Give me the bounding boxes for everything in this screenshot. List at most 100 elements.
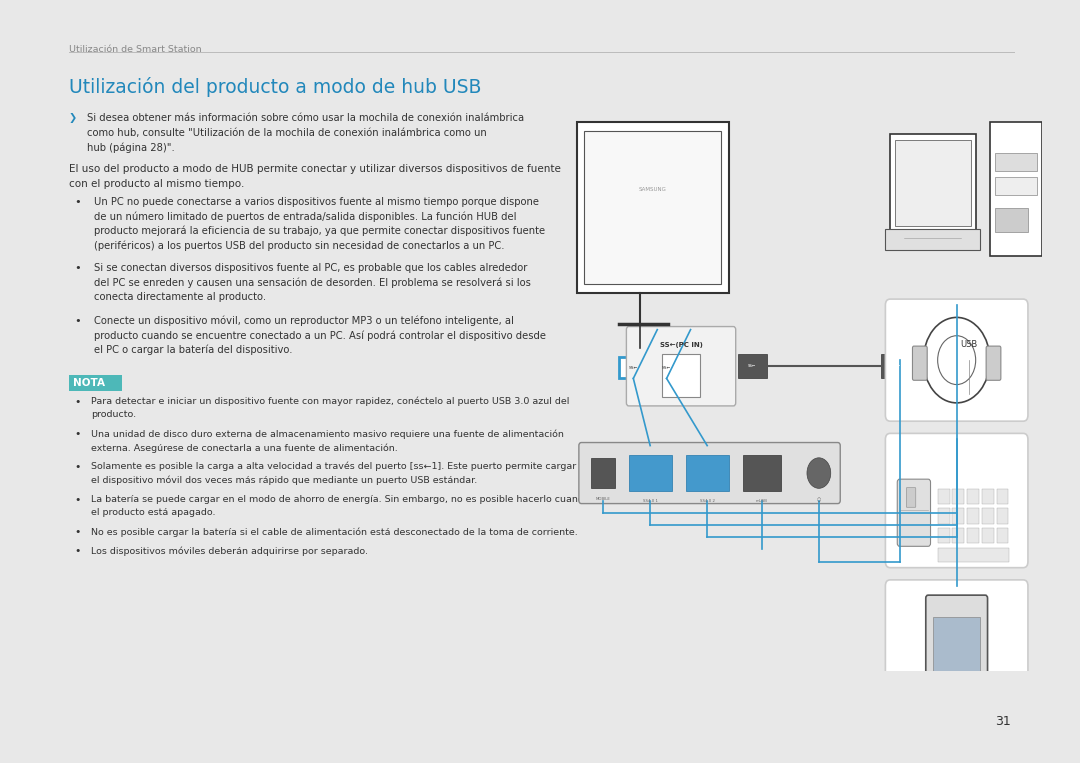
FancyBboxPatch shape	[897, 479, 931, 546]
FancyBboxPatch shape	[953, 508, 964, 523]
FancyBboxPatch shape	[886, 580, 1028, 696]
Text: conecta directamente al producto.: conecta directamente al producto.	[94, 292, 267, 302]
Text: SS4.0 1: SS4.0 1	[643, 499, 658, 504]
FancyBboxPatch shape	[906, 488, 916, 507]
Text: SAMSUNG: SAMSUNG	[638, 187, 666, 192]
FancyBboxPatch shape	[990, 122, 1042, 256]
Text: como hub, consulte "Utilización de la mochila de conexión inalámbrica como un: como hub, consulte "Utilización de la mo…	[87, 127, 487, 138]
Text: Utilización de Smart Station: Utilización de Smart Station	[69, 45, 202, 54]
Text: Solamente es posible la carga a alta velocidad a través del puerto [ss←1]. Este : Solamente es posible la carga a alta vel…	[92, 462, 577, 472]
Text: El uso del producto a modo de HUB permite conectar y utilizar diversos dispositi: El uso del producto a modo de HUB permit…	[69, 164, 561, 174]
Circle shape	[807, 458, 831, 488]
FancyBboxPatch shape	[914, 327, 1023, 406]
Text: Los dispositivos móviles deberán adquirirse por separado.: Los dispositivos móviles deberán adquiri…	[92, 546, 368, 555]
Text: el PC o cargar la batería del dispositivo.: el PC o cargar la batería del dispositiv…	[94, 345, 293, 355]
FancyBboxPatch shape	[945, 360, 993, 394]
Text: mUSB: mUSB	[756, 499, 768, 504]
FancyBboxPatch shape	[880, 354, 914, 378]
Text: SS←: SS←	[893, 364, 902, 369]
Text: Si desea obtener más información sobre cómo usar la mochila de conexión inalámbr: Si desea obtener más información sobre c…	[87, 114, 525, 124]
Text: el dispositivo móvil dos veces más rápido que mediante un puerto USB estándar.: el dispositivo móvil dos veces más rápid…	[92, 476, 477, 485]
FancyBboxPatch shape	[986, 346, 1001, 380]
Text: •: •	[75, 430, 80, 439]
Text: Conecte un dispositivo móvil, como un reproductor MP3 o un teléfono inteligente,: Conecte un dispositivo móvil, como un re…	[94, 316, 514, 326]
FancyBboxPatch shape	[890, 134, 975, 232]
FancyBboxPatch shape	[937, 508, 949, 523]
FancyBboxPatch shape	[967, 528, 978, 543]
Text: Si se conectan diversos dispositivos fuente al PC, es probable que los cables al: Si se conectan diversos dispositivos fue…	[94, 263, 528, 273]
Text: Utilización del producto a modo de hub USB: Utilización del producto a modo de hub U…	[69, 77, 482, 97]
Text: SS4.0 2: SS4.0 2	[700, 499, 715, 504]
FancyBboxPatch shape	[953, 489, 964, 504]
FancyBboxPatch shape	[577, 122, 729, 293]
Text: el producto está apagado.: el producto está apagado.	[92, 508, 216, 517]
FancyBboxPatch shape	[69, 375, 122, 391]
Text: •: •	[75, 197, 81, 207]
FancyBboxPatch shape	[995, 153, 1038, 171]
FancyBboxPatch shape	[967, 489, 978, 504]
FancyBboxPatch shape	[652, 357, 680, 378]
FancyBboxPatch shape	[591, 458, 615, 488]
FancyBboxPatch shape	[626, 327, 735, 406]
Text: SS←(PC IN): SS←(PC IN)	[660, 342, 702, 348]
FancyBboxPatch shape	[579, 443, 840, 504]
Text: Una unidad de disco duro externa de almacenamiento masivo requiere una fuente de: Una unidad de disco duro externa de alma…	[92, 430, 564, 439]
Text: La batería se puede cargar en el modo de ahorro de energía. Sin embargo, no es p: La batería se puede cargar en el modo de…	[92, 494, 590, 504]
Text: producto cuando se encuentre conectado a un PC. Así podrá controlar el dispositi: producto cuando se encuentre conectado a…	[94, 330, 546, 340]
Text: producto mejorará la eficiencia de su trabajo, ya que permite conectar dispositi: producto mejorará la eficiencia de su tr…	[94, 226, 545, 237]
Text: •: •	[75, 263, 81, 273]
Text: del PC se enreden y causen una sensación de desorden. El problema se resolverá s: del PC se enreden y causen una sensación…	[94, 278, 531, 288]
FancyBboxPatch shape	[583, 131, 721, 284]
FancyBboxPatch shape	[967, 508, 978, 523]
FancyBboxPatch shape	[997, 489, 1009, 504]
Circle shape	[955, 674, 959, 681]
Text: •: •	[75, 494, 80, 504]
FancyBboxPatch shape	[662, 354, 700, 397]
FancyBboxPatch shape	[686, 455, 729, 491]
FancyBboxPatch shape	[743, 455, 781, 491]
FancyBboxPatch shape	[913, 346, 928, 380]
Text: ❯: ❯	[69, 114, 77, 124]
FancyBboxPatch shape	[995, 177, 1038, 195]
Text: SS←: SS←	[629, 365, 638, 370]
Text: MOBILE: MOBILE	[595, 497, 610, 501]
FancyBboxPatch shape	[926, 595, 987, 687]
Text: •: •	[75, 316, 81, 326]
FancyBboxPatch shape	[629, 455, 672, 491]
FancyBboxPatch shape	[982, 508, 994, 523]
Text: ○: ○	[816, 497, 821, 503]
Text: hub (página 28)".: hub (página 28)".	[87, 143, 175, 153]
Text: No es posible cargar la batería si el cable de alimentación está desconectado de: No es posible cargar la batería si el ca…	[92, 527, 578, 536]
FancyBboxPatch shape	[995, 208, 1028, 232]
FancyBboxPatch shape	[895, 140, 971, 226]
Text: con el producto al mismo tiempo.: con el producto al mismo tiempo.	[69, 179, 244, 188]
FancyBboxPatch shape	[738, 354, 767, 378]
Text: •: •	[75, 397, 80, 407]
FancyBboxPatch shape	[886, 433, 1028, 568]
FancyBboxPatch shape	[953, 528, 964, 543]
Text: (periféricos) a los puertos USB del producto sin necesidad de conectarlos a un P: (periféricos) a los puertos USB del prod…	[94, 240, 505, 251]
Text: USB: USB	[960, 340, 977, 349]
FancyBboxPatch shape	[997, 508, 1009, 523]
Text: SS←: SS←	[662, 365, 671, 370]
Text: •: •	[75, 462, 80, 472]
Text: •: •	[75, 546, 80, 556]
Text: Un PC no puede conectarse a varios dispositivos fuente al mismo tiempo porque di: Un PC no puede conectarse a varios dispo…	[94, 197, 540, 207]
FancyBboxPatch shape	[982, 489, 994, 504]
FancyBboxPatch shape	[997, 528, 1009, 543]
Text: externa. Asegúrese de conectarla a una fuente de alimentación.: externa. Asegúrese de conectarla a una f…	[92, 443, 399, 452]
FancyBboxPatch shape	[982, 528, 994, 543]
Text: Para detectar e iniciar un dispositivo fuente con mayor rapidez, conéctelo al pu: Para detectar e iniciar un dispositivo f…	[92, 397, 570, 406]
Text: de un número limitado de puertos de entrada/salida disponibles. La función HUB d: de un número limitado de puertos de entr…	[94, 211, 517, 222]
FancyBboxPatch shape	[619, 357, 648, 378]
FancyBboxPatch shape	[937, 548, 1009, 562]
FancyBboxPatch shape	[886, 229, 981, 250]
FancyBboxPatch shape	[933, 617, 981, 671]
FancyBboxPatch shape	[937, 489, 949, 504]
FancyBboxPatch shape	[886, 299, 1028, 421]
Text: NOTA: NOTA	[73, 378, 105, 388]
Text: •: •	[75, 527, 80, 537]
Text: producto.: producto.	[92, 410, 136, 420]
Text: 31: 31	[996, 715, 1011, 728]
FancyBboxPatch shape	[937, 528, 949, 543]
